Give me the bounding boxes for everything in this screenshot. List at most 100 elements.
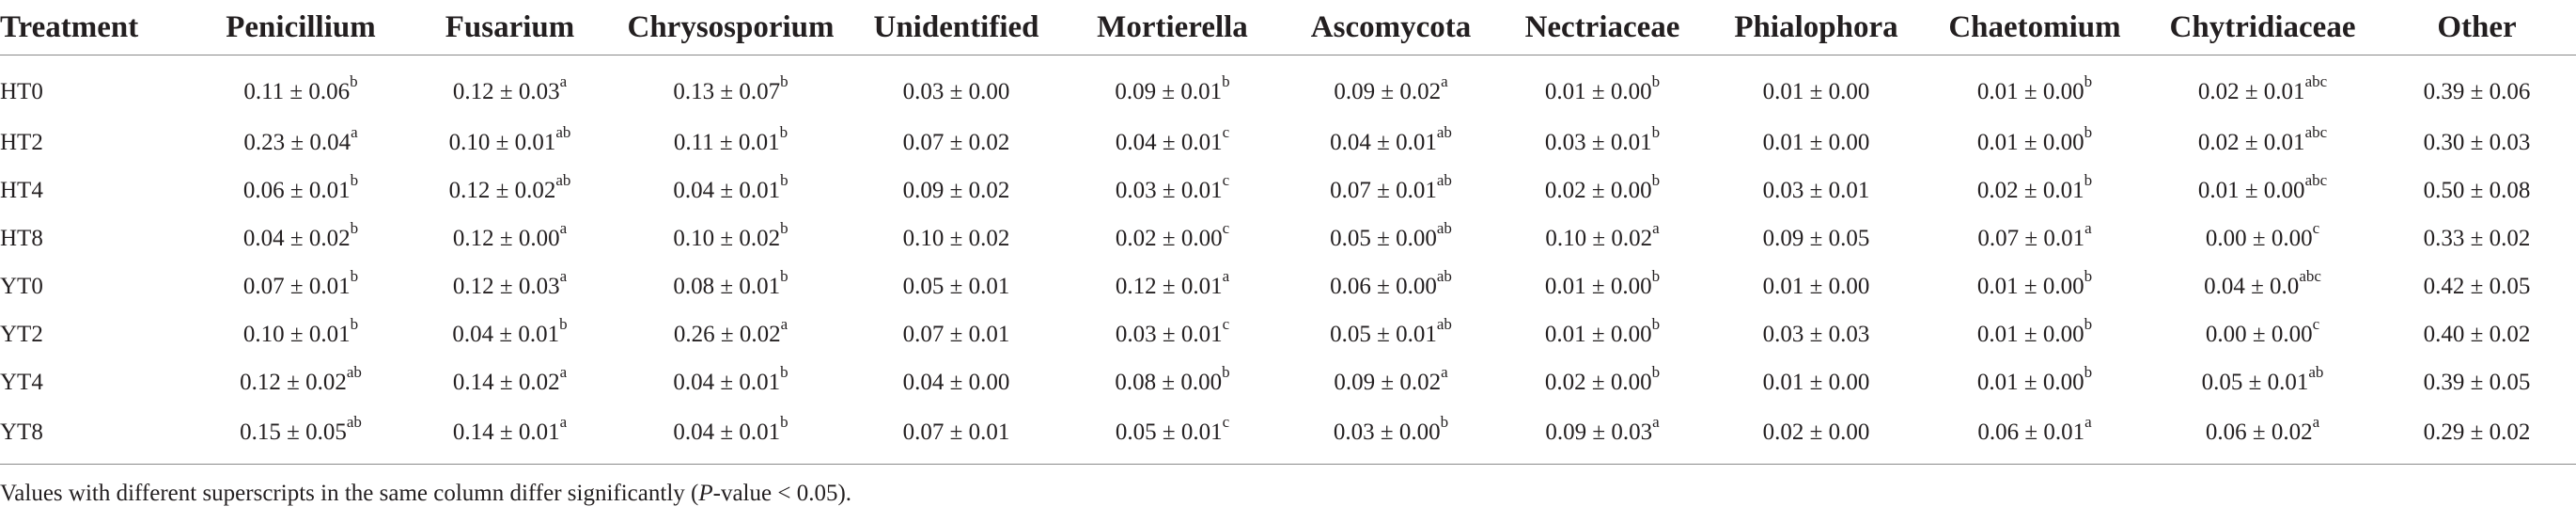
- value-cell: 0.04 ± 0.01b: [414, 310, 606, 358]
- value-cell: 0.02 ± 0.00c: [1057, 214, 1288, 262]
- value-cell: 0.04 ± 0.01b: [606, 358, 855, 406]
- significance-superscript: b: [1651, 72, 1661, 91]
- value-cell: 0.05 ± 0.01ab: [2147, 358, 2378, 406]
- value-cell: 0.10 ± 0.01b: [188, 310, 414, 358]
- cell-value: 0.39 ± 0.06: [2423, 78, 2531, 104]
- value-cell: 0.39 ± 0.06: [2378, 55, 2576, 119]
- cell-value: 0.09 ± 0.02: [902, 177, 1010, 203]
- column-header-mortierella: Mortierella: [1057, 0, 1288, 55]
- cell-value: 0.04 ± 0.01: [452, 321, 560, 347]
- treatment-cell: YT2: [0, 321, 43, 347]
- value-cell: 0.02 ± 0.00b: [1494, 358, 1710, 406]
- cell-value: 0.01 ± 0.00: [1762, 369, 1870, 395]
- significance-superscript: a: [559, 413, 568, 432]
- cell-value: 0.05 ± 0.01: [902, 273, 1010, 299]
- treatment-cell: HT0: [0, 78, 43, 104]
- cell-value: 0.12 ± 0.02: [448, 177, 556, 203]
- value-cell: 0.07 ± 0.02: [855, 119, 1057, 166]
- table-row: YT4 0.12 ± 0.02ab 0.14 ± 0.02a 0.04 ± 0.01b…: [0, 358, 2576, 406]
- cell-value: 0.09 ± 0.05: [1762, 225, 1870, 251]
- significance-superscript: b: [350, 171, 359, 190]
- value-cell: 0.01 ± 0.00b: [1494, 262, 1710, 310]
- cell-value: 0.23 ± 0.04: [243, 129, 351, 155]
- cell-value: 0.12 ± 0.03: [452, 273, 560, 299]
- cell-value: 0.39 ± 0.05: [2423, 369, 2531, 395]
- value-cell: 0.01 ± 0.00b: [1922, 55, 2147, 119]
- value-cell: 0.02 ± 0.01abc: [2147, 119, 2378, 166]
- value-cell: 0.04 ± 0.01c: [1057, 119, 1288, 166]
- cell-value: 0.12 ± 0.01: [1115, 273, 1223, 299]
- significance-superscript: a: [351, 123, 358, 142]
- significance-superscript: b: [780, 219, 788, 238]
- cell-value: 0.10 ± 0.02: [673, 225, 781, 251]
- value-cell: 0.01 ± 0.00b: [1922, 119, 2147, 166]
- table-row: YT0 0.07 ± 0.01b 0.12 ± 0.03a 0.08 ± 0.01b 0…: [0, 262, 2576, 310]
- significance-superscript: c: [2312, 315, 2320, 334]
- cell-value: 0.10 ± 0.02: [1545, 225, 1653, 251]
- table-row: HT2 0.23 ± 0.04a 0.10 ± 0.01ab 0.11 ± 0.01b…: [0, 119, 2576, 166]
- cell-value: 0.42 ± 0.05: [2423, 273, 2531, 299]
- significance-superscript: b: [350, 267, 359, 286]
- value-cell: 0.02 ± 0.00b: [1494, 166, 1710, 214]
- cell-value: 0.40 ± 0.02: [2423, 321, 2531, 347]
- significance-superscript: b: [1651, 315, 1661, 334]
- cell-value: 0.01 ± 0.00: [1762, 129, 1870, 155]
- value-cell: 0.03 ± 0.03: [1710, 310, 1922, 358]
- significance-superscript: ab: [555, 171, 571, 190]
- cell-value: 0.04 ± 0.01: [1330, 129, 1437, 155]
- cell-value: 0.02 ± 0.01: [2197, 78, 2305, 104]
- cell-value: 0.05 ± 0.00: [1330, 225, 1437, 251]
- significance-superscript: b: [350, 219, 359, 238]
- cell-value: 0.11 ± 0.01: [673, 129, 780, 155]
- cell-value: 0.07 ± 0.01: [902, 419, 1010, 445]
- value-cell: 0.04 ± 0.01b: [606, 406, 855, 465]
- cell-value: 0.06 ± 0.01: [1977, 419, 2085, 445]
- value-cell: 0.15 ± 0.05ab: [188, 406, 414, 465]
- cell-value: 0.12 ± 0.00: [452, 225, 560, 251]
- significance-superscript: b: [2084, 267, 2093, 286]
- table-row: YT2 0.10 ± 0.01b 0.04 ± 0.01b 0.26 ± 0.02a 0…: [0, 310, 2576, 358]
- treatment-cell: HT8: [0, 225, 43, 251]
- column-header-chaetomium: Chaetomium: [1922, 0, 2147, 55]
- significance-superscript: b: [779, 123, 788, 142]
- cell-value: 0.02 ± 0.01: [1976, 177, 2084, 203]
- value-cell: 0.12 ± 0.03a: [414, 262, 606, 310]
- cell-value: 0.03 ± 0.00: [902, 78, 1010, 104]
- significance-superscript: b: [1651, 363, 1661, 382]
- table-row: HT0 0.11 ± 0.06b 0.12 ± 0.03a 0.13 ± 0.07b 0…: [0, 55, 2576, 119]
- footnote-text-start: Values with different superscripts in th…: [0, 481, 699, 506]
- cell-value: 0.26 ± 0.02: [673, 321, 781, 347]
- value-cell: 0.07 ± 0.01a: [1922, 214, 2147, 262]
- cell-value: 0.04 ± 0.01: [673, 177, 781, 203]
- value-cell: 0.26 ± 0.02a: [606, 310, 855, 358]
- footnote-text-end: -value < 0.05).: [712, 481, 852, 506]
- cell-value: 0.04 ± 0.00: [902, 369, 1010, 395]
- cell-value: 0.01 ± 0.00: [1544, 321, 1652, 347]
- value-cell: 0.05 ± 0.00ab: [1288, 214, 1494, 262]
- significance-superscript: a: [1652, 219, 1660, 238]
- value-cell: 0.06 ± 0.00ab: [1288, 262, 1494, 310]
- value-cell: 0.11 ± 0.06b: [188, 55, 414, 119]
- significance-superscript: c: [2312, 219, 2320, 238]
- value-cell: 0.08 ± 0.01b: [606, 262, 855, 310]
- column-header-phialophora: Phialophora: [1710, 0, 1922, 55]
- cell-value: 0.09 ± 0.03: [1545, 419, 1653, 445]
- cell-value: 0.04 ± 0.02: [242, 225, 351, 251]
- column-header-ascomycota: Ascomycota: [1288, 0, 1494, 55]
- significance-superscript: a: [2084, 413, 2092, 432]
- value-cell: 0.03 ± 0.01b: [1494, 119, 1710, 166]
- value-cell: 0.01 ± 0.00: [1710, 262, 1922, 310]
- cell-value: 0.06 ± 0.01: [242, 177, 351, 203]
- cell-value: 0.03 ± 0.01: [1115, 177, 1223, 203]
- significance-superscript: b: [559, 315, 568, 334]
- significance-superscript: a: [1441, 363, 1448, 382]
- table-body: HT0 0.11 ± 0.06b 0.12 ± 0.03a 0.13 ± 0.07b 0…: [0, 55, 2576, 465]
- cell-value: 0.33 ± 0.02: [2423, 225, 2531, 251]
- cell-value: 0.00 ± 0.00: [2205, 225, 2313, 251]
- value-cell: 0.07 ± 0.01b: [188, 262, 414, 310]
- cell-value: 0.09 ± 0.02: [1334, 369, 1442, 395]
- value-cell: 0.01 ± 0.00abc: [2147, 166, 2378, 214]
- cell-value: 0.15 ± 0.05: [240, 419, 347, 445]
- cell-value: 0.01 ± 0.00: [1976, 273, 2084, 299]
